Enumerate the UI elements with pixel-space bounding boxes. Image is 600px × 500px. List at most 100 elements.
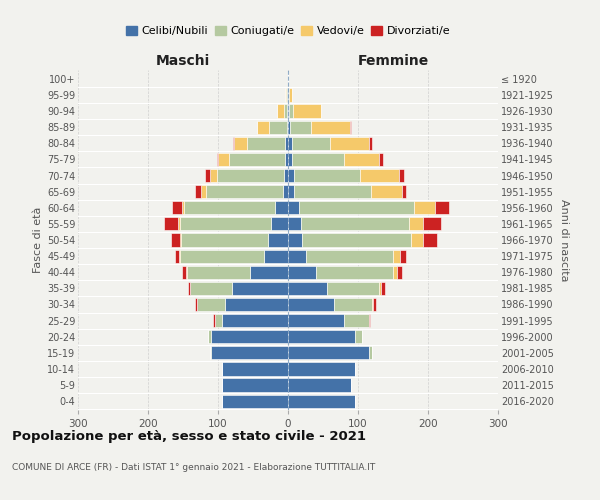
Bar xyxy=(275,201,288,214)
Bar xyxy=(233,136,234,150)
Bar xyxy=(288,346,368,360)
Bar xyxy=(288,201,299,214)
Text: Femmine: Femmine xyxy=(358,54,428,68)
Bar xyxy=(288,362,355,376)
Bar xyxy=(234,136,247,150)
Bar xyxy=(368,314,370,327)
Bar xyxy=(288,378,351,392)
Bar xyxy=(311,120,350,134)
Bar xyxy=(247,136,285,150)
Bar xyxy=(205,169,210,182)
Bar xyxy=(209,346,211,360)
Bar xyxy=(217,169,284,182)
Bar xyxy=(344,153,379,166)
Bar xyxy=(200,185,206,198)
Bar xyxy=(250,266,288,279)
Bar xyxy=(344,314,368,327)
Bar xyxy=(211,346,288,360)
Bar xyxy=(393,250,400,262)
Bar xyxy=(257,120,269,134)
Bar xyxy=(288,120,290,134)
Bar xyxy=(289,88,292,102)
Bar xyxy=(368,136,372,150)
Bar xyxy=(277,104,284,118)
Bar xyxy=(292,153,344,166)
Bar xyxy=(284,88,286,102)
Bar xyxy=(284,104,287,118)
Bar xyxy=(288,218,301,230)
Bar xyxy=(184,201,275,214)
Bar xyxy=(286,88,287,102)
Bar xyxy=(287,104,288,118)
Bar xyxy=(290,120,311,134)
Bar xyxy=(410,234,423,246)
Bar xyxy=(289,104,293,118)
Legend: Celibi/Nubili, Coniugati/e, Vedovi/e, Divorziati/e: Celibi/Nubili, Coniugati/e, Vedovi/e, Di… xyxy=(121,21,455,40)
Bar xyxy=(326,282,379,295)
Bar xyxy=(368,346,372,360)
Bar xyxy=(217,153,218,166)
Bar xyxy=(423,234,437,246)
Bar xyxy=(293,104,321,118)
Bar xyxy=(186,266,187,279)
Bar xyxy=(221,314,288,327)
Bar xyxy=(288,136,292,150)
Bar xyxy=(195,298,197,311)
Bar xyxy=(288,298,334,311)
Bar xyxy=(268,234,288,246)
Bar xyxy=(269,120,287,134)
Bar xyxy=(190,282,232,295)
Bar xyxy=(284,153,288,166)
Bar xyxy=(221,378,288,392)
Bar xyxy=(360,169,398,182)
Y-axis label: Fasce di età: Fasce di età xyxy=(32,207,43,273)
Bar xyxy=(172,201,182,214)
Bar xyxy=(288,234,302,246)
Bar xyxy=(379,153,383,166)
Bar xyxy=(288,185,293,198)
Bar xyxy=(288,330,355,344)
Bar xyxy=(288,394,355,407)
Bar xyxy=(355,330,361,344)
Bar xyxy=(288,250,305,262)
Bar xyxy=(292,136,330,150)
Bar xyxy=(213,314,215,327)
Bar xyxy=(409,218,423,230)
Bar xyxy=(381,282,385,295)
Bar xyxy=(188,282,190,295)
Bar xyxy=(334,298,372,311)
Bar xyxy=(301,218,409,230)
Bar xyxy=(206,185,283,198)
Bar xyxy=(397,266,402,279)
Bar xyxy=(164,218,178,230)
Bar xyxy=(225,298,288,311)
Text: Maschi: Maschi xyxy=(156,54,210,68)
Bar xyxy=(285,136,288,150)
Bar xyxy=(195,185,200,198)
Bar xyxy=(179,250,263,262)
Bar xyxy=(372,298,373,311)
Bar xyxy=(293,169,360,182)
Bar xyxy=(182,266,186,279)
Bar xyxy=(284,169,288,182)
Bar xyxy=(178,218,179,230)
Bar xyxy=(393,266,397,279)
Bar xyxy=(283,185,288,198)
Bar xyxy=(271,218,288,230)
Bar xyxy=(379,282,381,295)
Bar xyxy=(305,250,393,262)
Bar xyxy=(373,298,376,311)
Bar xyxy=(302,234,410,246)
Bar xyxy=(229,153,284,166)
Bar xyxy=(316,266,393,279)
Bar xyxy=(423,218,440,230)
Bar xyxy=(211,330,288,344)
Bar xyxy=(263,250,288,262)
Bar xyxy=(171,234,179,246)
Bar xyxy=(210,169,217,182)
Bar xyxy=(288,282,326,295)
Bar xyxy=(221,394,288,407)
Bar xyxy=(221,362,288,376)
Bar xyxy=(218,153,229,166)
Bar xyxy=(181,234,268,246)
